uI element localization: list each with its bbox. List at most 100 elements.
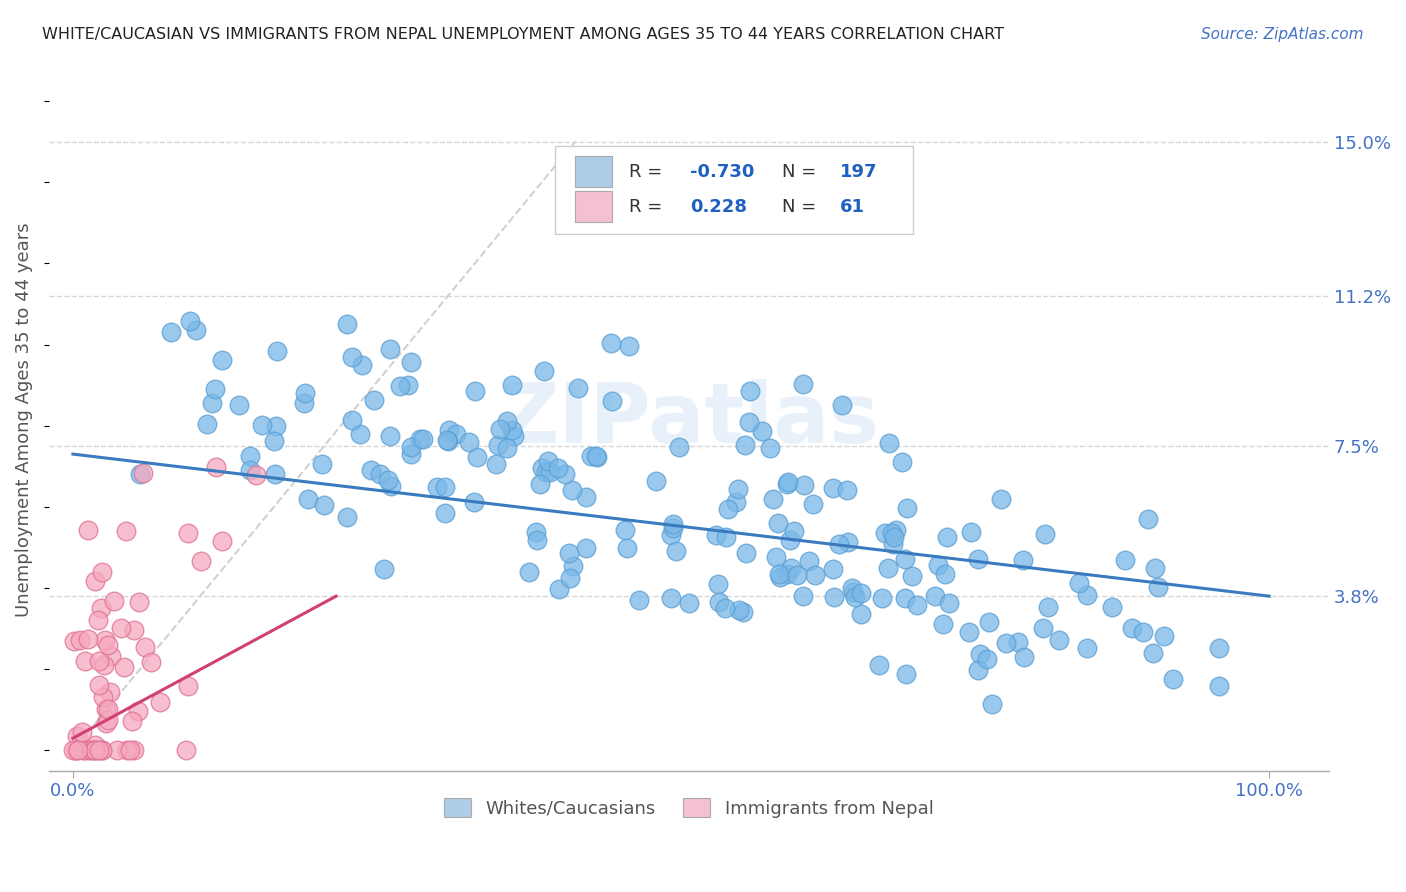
Point — [66, 729, 89, 743]
Point — [69, 632, 91, 647]
Point — [264, 419, 287, 434]
Point — [780, 561, 803, 575]
Point — [121, 714, 143, 728]
Point — [112, 660, 135, 674]
Text: Source: ZipAtlas.com: Source: ZipAtlas.com — [1201, 27, 1364, 42]
Point — [792, 589, 814, 603]
Point — [205, 460, 228, 475]
Point — [575, 541, 598, 555]
Point — [707, 576, 730, 591]
Point — [768, 516, 790, 530]
Point — [486, 438, 509, 452]
Point — [883, 530, 905, 544]
Point — [436, 433, 458, 447]
Point — [1012, 650, 1035, 665]
Point — [114, 524, 136, 538]
Point — [463, 495, 485, 509]
Point — [444, 427, 467, 442]
Point — [849, 585, 872, 599]
Point — [844, 590, 866, 604]
Point — [823, 590, 845, 604]
Point — [724, 495, 747, 509]
Point — [534, 465, 557, 479]
Point — [103, 594, 125, 608]
Point — [1007, 635, 1029, 649]
Point — [662, 516, 685, 531]
Point — [1143, 561, 1166, 575]
Point — [799, 554, 821, 568]
Y-axis label: Unemployment Among Ages 35 to 44 years: Unemployment Among Ages 35 to 44 years — [15, 222, 32, 617]
Point — [977, 615, 1000, 629]
Point — [842, 585, 865, 599]
Point — [969, 648, 991, 662]
Point — [823, 562, 845, 576]
Point — [776, 567, 799, 582]
Point — [200, 395, 222, 409]
Point — [314, 498, 336, 512]
Point — [132, 466, 155, 480]
Point — [821, 481, 844, 495]
Point — [464, 384, 486, 399]
Point — [73, 743, 96, 757]
Point — [211, 533, 233, 548]
Point — [75, 654, 97, 668]
Point — [529, 477, 551, 491]
Point — [1146, 580, 1168, 594]
Point — [485, 457, 508, 471]
Point — [228, 398, 250, 412]
Point — [835, 483, 858, 497]
Point — [263, 467, 285, 482]
Point — [1121, 621, 1143, 635]
Point — [793, 478, 815, 492]
Point — [548, 582, 571, 596]
Point — [122, 624, 145, 638]
Text: R =: R = — [628, 198, 668, 216]
Text: R =: R = — [628, 162, 668, 181]
Point — [526, 524, 548, 539]
Point — [502, 378, 524, 392]
Point — [380, 479, 402, 493]
Point — [716, 501, 738, 516]
Point — [554, 467, 576, 482]
Point — [533, 364, 555, 378]
Point — [195, 417, 218, 431]
Point — [149, 695, 172, 709]
Point — [83, 743, 105, 757]
Point — [174, 743, 197, 757]
Point — [89, 600, 111, 615]
Point — [967, 663, 990, 677]
Point — [707, 595, 730, 609]
Point — [62, 743, 84, 757]
Point — [1137, 512, 1160, 526]
Point — [350, 359, 373, 373]
Text: 0.228: 0.228 — [690, 198, 747, 216]
Text: -0.730: -0.730 — [690, 162, 755, 181]
Point — [502, 429, 524, 443]
Point — [801, 497, 824, 511]
Legend: Whites/Caucasians, Immigrants from Nepal: Whites/Caucasians, Immigrants from Nepal — [437, 791, 941, 825]
Point — [1114, 553, 1136, 567]
Point — [1208, 641, 1230, 656]
Point — [932, 616, 955, 631]
Point — [97, 638, 120, 652]
Point — [733, 606, 755, 620]
Point — [94, 632, 117, 647]
Point — [1153, 629, 1175, 643]
Point — [426, 480, 449, 494]
Point — [94, 702, 117, 716]
Point — [776, 477, 799, 491]
Point — [129, 467, 152, 481]
Text: WHITE/CAUCASIAN VS IMMIGRANTS FROM NEPAL UNEMPLOYMENT AMONG AGES 35 TO 44 YEARS : WHITE/CAUCASIAN VS IMMIGRANTS FROM NEPAL… — [42, 27, 1004, 42]
Point — [311, 458, 333, 472]
Point — [89, 654, 111, 668]
Point — [792, 377, 814, 392]
Point — [363, 393, 385, 408]
Point — [160, 325, 183, 339]
Point — [837, 534, 859, 549]
Point — [239, 463, 262, 477]
Point — [436, 434, 458, 448]
Point — [389, 378, 412, 392]
Point — [434, 479, 457, 493]
Point — [66, 743, 89, 757]
Point — [714, 530, 737, 544]
